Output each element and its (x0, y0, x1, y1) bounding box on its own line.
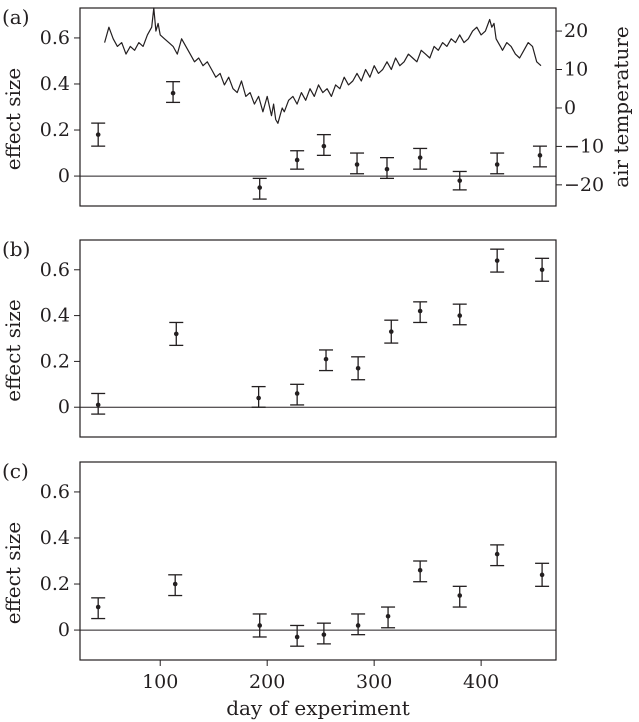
data-point (355, 365, 361, 371)
y2-tick-label: −20 (564, 174, 604, 196)
y2-tick-label: 0 (564, 97, 576, 119)
data-point (354, 162, 360, 167)
y-tick-label: 0 (58, 396, 70, 418)
y-axis-title: effect size (1, 522, 25, 625)
y2-tick-label: 10 (564, 59, 588, 81)
data-point (294, 157, 300, 163)
y-tick-label: 0.4 (40, 73, 70, 95)
data-point (355, 623, 361, 628)
data-point (95, 132, 101, 137)
data-point (173, 331, 179, 337)
data-point (539, 267, 545, 273)
panel-label: (b) (2, 237, 30, 261)
data-point (494, 162, 500, 167)
y-axis-title: effect size (1, 299, 25, 402)
panel-a: 0 0.2 0.4 0.6 −20 −10 0 10 20 air temperature effe… (1, 5, 633, 207)
y-tick-label: 0.2 (40, 119, 70, 141)
data-point (256, 395, 261, 401)
data-point (257, 185, 263, 190)
data-point (321, 143, 327, 149)
data-point (539, 572, 545, 578)
data-point (294, 634, 300, 640)
y-tick-label: 0.4 (40, 305, 70, 327)
data-point (417, 308, 423, 314)
y2-tick-label: 20 (564, 20, 588, 42)
data-point (457, 593, 463, 598)
plot-frame (79, 7, 557, 207)
data-point (321, 632, 327, 637)
data-point (294, 391, 300, 396)
y2-tick-label: −10 (564, 135, 604, 157)
y-tick-label: 0.6 (40, 481, 70, 503)
data-point (494, 258, 500, 263)
y-tick-label: 0.6 (40, 27, 70, 49)
y-tick-label: 0.2 (40, 350, 70, 372)
y-tick-label: 0 (58, 619, 70, 641)
y-tick-label: 0.2 (40, 573, 70, 595)
panel-b: 0 0.2 0.4 0.6 effect size (b) (1, 237, 557, 438)
data-point (494, 551, 500, 557)
data-point (388, 329, 394, 334)
plot-frame (79, 239, 557, 438)
y2-axis-title: air temperature (609, 26, 633, 188)
x-tick-label: 200 (249, 671, 285, 693)
data-point (170, 90, 176, 96)
data-point (323, 356, 329, 362)
y-tick-label: 0.4 (40, 527, 70, 549)
data-point (457, 178, 463, 183)
data-point (384, 166, 390, 172)
data-point (457, 313, 463, 318)
data-point (385, 613, 391, 619)
x-tick-label: 100 (142, 671, 178, 693)
air-temperature-line (104, 7, 542, 124)
y-tick-label: 0.6 (40, 259, 70, 281)
data-point (417, 155, 423, 160)
y-tick-label: 0 (58, 165, 70, 187)
x-tick-label: 300 (356, 671, 392, 693)
x-axis-title: day of experiment (226, 696, 410, 720)
data-point (417, 567, 423, 573)
panel-label: (c) (2, 459, 29, 483)
data-point (95, 604, 101, 610)
data-point (537, 153, 543, 158)
plot-frame (79, 461, 557, 661)
x-tick-label: 400 (463, 671, 499, 693)
panel-c: 0 0.2 0.4 0.6 effect size (c) 100 200 300 400 day … (1, 459, 557, 720)
panel-label: (a) (2, 5, 30, 29)
data-point (257, 623, 263, 628)
data-point (172, 581, 178, 587)
y-axis-title: effect size (1, 68, 25, 171)
data-point (95, 402, 101, 408)
